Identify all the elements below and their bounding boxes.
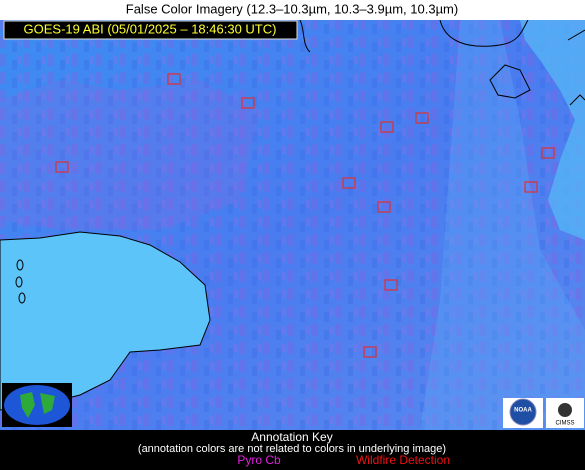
clear-area [520, 20, 585, 240]
wildfire-box [377, 201, 391, 213]
cimss-logo [558, 403, 572, 417]
clear-area [420, 20, 585, 430]
cimss-text: CIMSS [555, 421, 574, 427]
title-bar [0, 0, 585, 20]
timestamp: GOES-19 ABI (05/01/2025 – 18:46:30 UTC) [24, 21, 277, 36]
wildfire-box [55, 161, 69, 173]
key-item-pyrocb: Pyro Cb [237, 453, 281, 467]
wildfire-box [541, 147, 555, 159]
coastline [489, 64, 531, 99]
globe-land [20, 392, 55, 418]
island [16, 259, 24, 271]
wildfire-box [342, 177, 356, 189]
key-title: Annotation Key [251, 430, 332, 444]
purple-haze [0, 80, 260, 230]
wildfire-box [415, 112, 429, 124]
wildfire-box [241, 97, 255, 109]
wildfire-box [384, 279, 398, 291]
globe [4, 385, 70, 425]
coastline [567, 29, 585, 106]
coastline [299, 19, 311, 53]
key-bar [0, 430, 585, 470]
wildfire-box [524, 181, 538, 193]
island [15, 276, 23, 288]
noaa-text: NOAA [514, 408, 532, 414]
island [18, 292, 26, 304]
noaa-logo [509, 398, 537, 426]
timestamp-box [3, 20, 298, 40]
wildfire-box [363, 346, 377, 358]
title: False Color Imagery (12.3–10.3µm, 10.3–3… [126, 1, 458, 16]
key-note: (annotation colors are not related to co… [138, 443, 446, 455]
wildfire-box [380, 121, 394, 133]
coastline [439, 19, 529, 47]
wildfire-box [167, 73, 181, 85]
key-item-wildfire: Wildfire Detection [356, 453, 450, 467]
